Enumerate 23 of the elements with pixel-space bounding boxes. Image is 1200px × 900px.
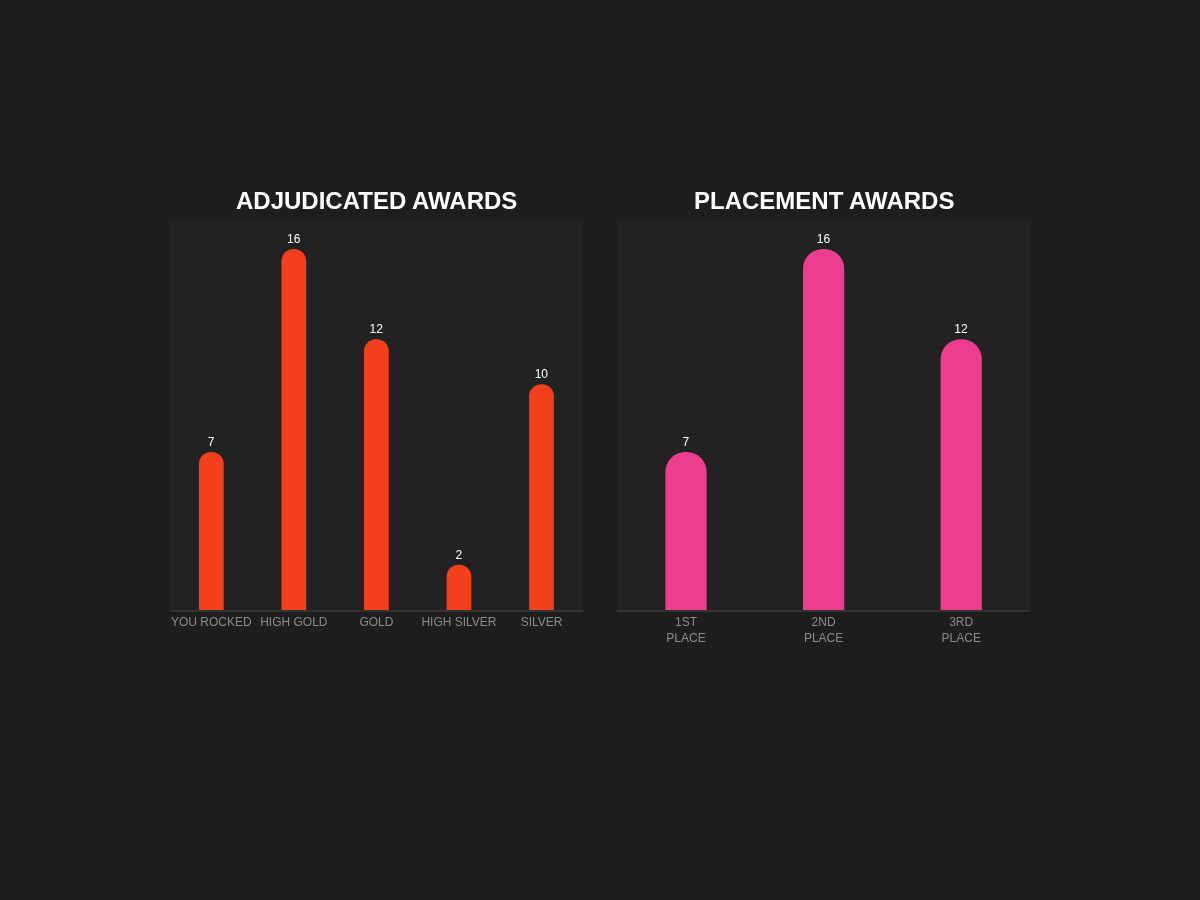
x-tick-label: 2ND PLACE [803, 615, 844, 645]
chart-title: PLACEMENT AWARDS [694, 187, 955, 214]
data-label: 7 [207, 435, 215, 450]
data-label: 12 [954, 322, 969, 337]
chart-title: ADJUDICATED AWARDS [236, 187, 518, 214]
x-tick-label: 1ST PLACE [666, 615, 706, 645]
bar [446, 564, 472, 610]
data-label: 16 [816, 231, 831, 246]
bar [529, 384, 554, 610]
x-tick-label: 3RD PLACE [941, 615, 981, 645]
data-label: 7 [682, 435, 690, 450]
data-label: 2 [455, 547, 463, 562]
bar [364, 339, 389, 610]
bar [198, 452, 224, 610]
bar [281, 248, 307, 610]
x-tick-label: SILVER [520, 615, 563, 630]
data-label: 16 [287, 231, 301, 246]
x-tick-label: YOU ROCKED [170, 615, 252, 630]
data-label: 10 [534, 367, 549, 382]
x-tick-label: HIGH GOLD [260, 615, 328, 630]
x-tick-label: HIGH SILVER [421, 615, 497, 630]
data-label: 12 [369, 322, 384, 337]
x-tick-label: GOLD [359, 615, 394, 630]
